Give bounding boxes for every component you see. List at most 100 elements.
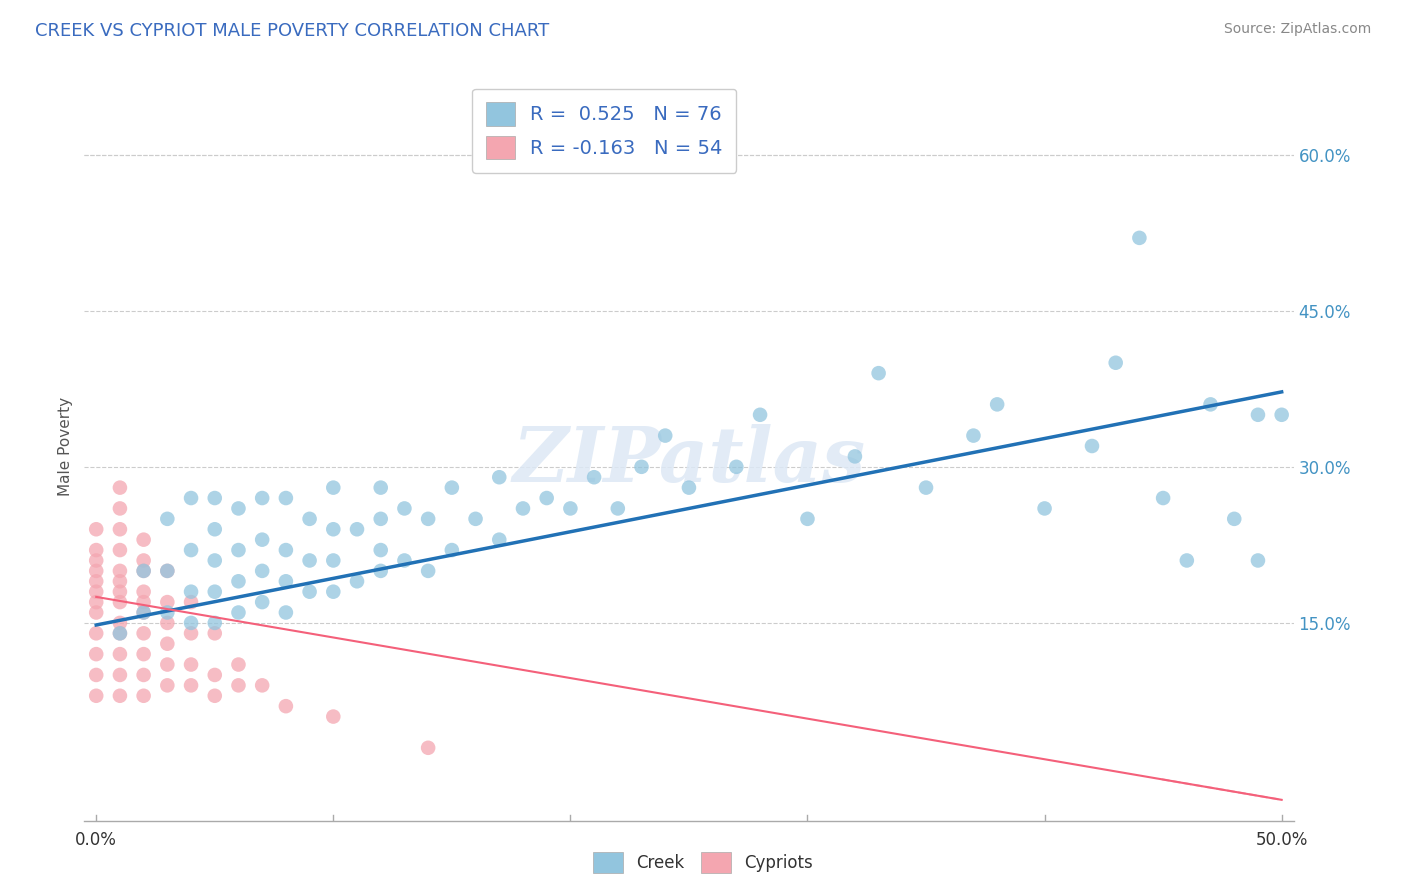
Point [250,678,273,692]
Point [132,689,155,703]
Point [108,564,131,578]
Point [132,595,155,609]
Point [228,606,250,620]
Point [346,522,368,536]
Text: 0.0%: 0.0% [76,831,117,849]
Point [108,647,131,661]
Point [228,678,250,692]
Point [204,668,226,682]
Point [749,408,772,422]
Point [1247,408,1270,422]
Point [298,553,321,567]
Point [204,689,226,703]
Point [274,699,297,714]
Text: 50.0%: 50.0% [1256,831,1308,849]
Point [228,501,250,516]
Point [108,626,131,640]
Point [84,584,107,599]
Point [418,512,440,526]
Point [986,397,1008,411]
Point [180,543,202,558]
Point [132,584,155,599]
Point [322,584,344,599]
Point [132,606,155,620]
Point [228,574,250,589]
Point [180,584,202,599]
Point [204,522,226,536]
Point [370,564,392,578]
Point [108,668,131,682]
Point [108,689,131,703]
Legend: Creek, Cypriots: Creek, Cypriots [586,846,820,880]
Point [1223,512,1246,526]
Point [583,470,606,484]
Point [156,657,179,672]
Point [1152,491,1174,505]
Point [132,564,155,578]
Point [132,564,155,578]
Point [250,564,273,578]
Point [108,522,131,536]
Point [132,626,155,640]
Point [156,564,179,578]
Point [394,501,416,516]
Point [228,543,250,558]
Point [322,553,344,567]
Point [1271,408,1294,422]
Point [84,647,107,661]
Point [180,678,202,692]
Point [274,606,297,620]
Point [108,584,131,599]
Point [84,689,107,703]
Point [108,501,131,516]
Point [204,615,226,630]
Point [132,668,155,682]
Point [488,533,510,547]
Point [418,740,440,755]
Point [796,512,818,526]
Point [156,615,179,630]
Point [1081,439,1104,453]
Point [84,626,107,640]
Point [915,481,938,495]
Point [440,481,463,495]
Point [1247,553,1270,567]
Point [84,522,107,536]
Point [132,647,155,661]
Point [512,501,534,516]
Point [606,501,628,516]
Point [228,657,250,672]
Point [370,512,392,526]
Point [322,481,344,495]
Point [370,481,392,495]
Point [84,606,107,620]
Point [204,553,226,567]
Point [250,595,273,609]
Text: Source: ZipAtlas.com: Source: ZipAtlas.com [1223,22,1371,37]
Point [156,512,179,526]
Point [132,553,155,567]
Point [84,668,107,682]
Point [156,606,179,620]
Point [250,491,273,505]
Point [346,574,368,589]
Point [1175,553,1198,567]
Text: ZIPatlas: ZIPatlas [512,424,866,498]
Point [678,481,700,495]
Point [84,564,107,578]
Point [180,626,202,640]
Point [108,481,131,495]
Point [274,543,297,558]
Point [488,470,510,484]
Point [84,543,107,558]
Point [108,595,131,609]
Point [180,491,202,505]
Point [180,615,202,630]
Point [1199,397,1222,411]
Legend: R =  0.525   N = 76, R = -0.163   N = 54: R = 0.525 N = 76, R = -0.163 N = 54 [472,88,737,173]
Point [108,574,131,589]
Point [156,678,179,692]
Point [298,512,321,526]
Point [108,543,131,558]
Point [654,428,676,442]
